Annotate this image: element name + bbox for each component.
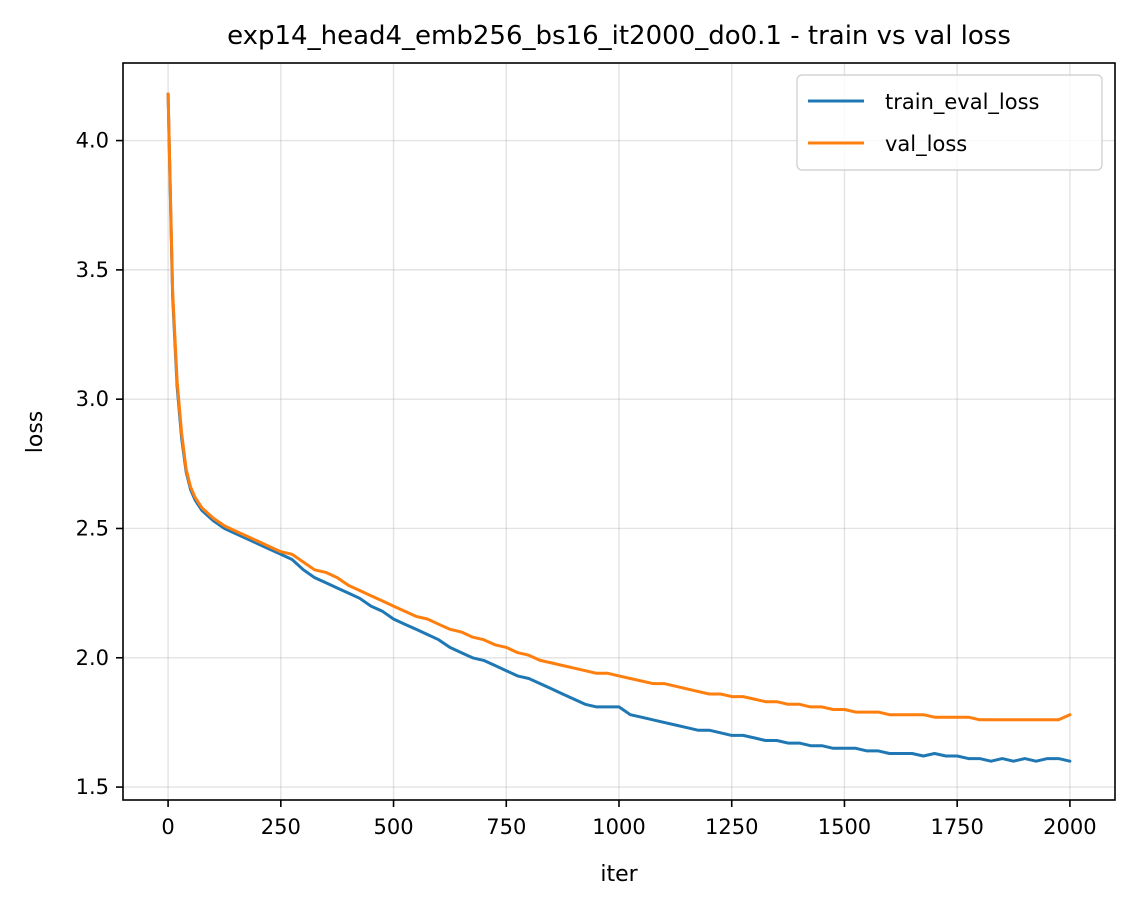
x-tick-label: 1000	[592, 815, 645, 839]
y-tick-label: 2.5	[76, 516, 109, 540]
x-tick-label: 500	[373, 815, 413, 839]
x-tick-label: 250	[261, 815, 301, 839]
legend-box	[796, 74, 1103, 171]
y-tick-label: 3.0	[76, 387, 109, 411]
y-tick-label: 1.5	[76, 775, 109, 799]
y-axis-label: loss	[23, 411, 48, 454]
x-axis-label: iter	[600, 862, 638, 887]
chart-title: exp14_head4_emb256_bs16_it2000_do0.1 - t…	[227, 21, 1011, 51]
series-line-val-loss	[166, 92, 1072, 722]
x-tick-label: 1500	[818, 815, 871, 839]
legend: train_eval_loss val_loss	[796, 74, 1103, 171]
series-layer	[166, 92, 1072, 763]
legend-label-val-loss: val_loss	[885, 132, 967, 157]
y-tick-label: 3.5	[76, 258, 109, 282]
x-tick-label: 750	[486, 815, 526, 839]
series-line-train-eval-loss	[166, 92, 1072, 763]
y-tick-label: 4.0	[76, 129, 109, 153]
axis-ticks: 0 250 500 750 1000 1250 1500 1750 2000 1.5 2.0 2.5 3…	[76, 129, 1097, 839]
grid	[123, 63, 1115, 800]
x-tick-label: 1250	[705, 815, 758, 839]
legend-label-train-eval-loss: train_eval_loss	[885, 90, 1040, 115]
x-tick-label: 0	[161, 815, 174, 839]
y-tick-label: 2.0	[76, 646, 109, 670]
x-tick-label: 1750	[930, 815, 983, 839]
x-tick-label: 2000	[1043, 815, 1096, 839]
